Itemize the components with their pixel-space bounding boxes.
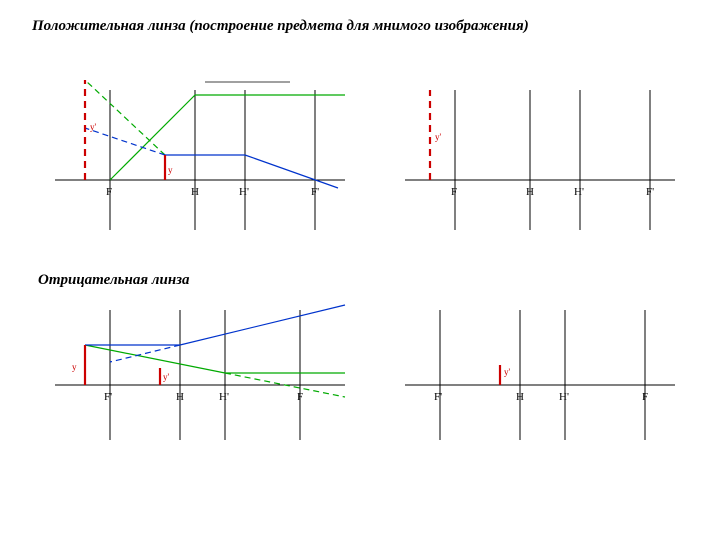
svg-text:y: y <box>168 165 173 175</box>
svg-text:H': H' <box>239 186 249 198</box>
svg-text:H': H' <box>219 391 229 403</box>
svg-text:H: H <box>526 186 534 198</box>
svg-text:F: F <box>106 186 112 198</box>
title-negative-lens: Отрицательная линза <box>38 272 190 289</box>
svg-text:F': F' <box>646 186 654 198</box>
diagram-positive-blank: F H H' F' y' <box>400 60 680 240</box>
svg-text:F: F <box>642 391 648 403</box>
svg-text:y': y' <box>435 132 442 142</box>
svg-text:y: y <box>72 362 77 372</box>
svg-text:F': F' <box>104 391 112 403</box>
svg-text:F': F' <box>311 186 319 198</box>
svg-text:H': H' <box>574 186 584 198</box>
svg-text:H: H <box>191 186 199 198</box>
svg-text:F: F <box>297 391 303 403</box>
svg-text:y': y' <box>504 367 511 377</box>
svg-text:F: F <box>451 186 457 198</box>
title-positive-lens: Положительная линза (построение предмета… <box>32 18 529 35</box>
svg-text:H': H' <box>559 391 569 403</box>
svg-text:H: H <box>516 391 524 403</box>
diagram-negative-full: F' H H' Fy y' <box>50 290 350 450</box>
svg-text:H: H <box>176 391 184 403</box>
diagram-negative-blank: F' H H' Fy' <box>400 290 680 450</box>
svg-text:y': y' <box>90 122 97 132</box>
svg-text:F': F' <box>434 391 442 403</box>
diagram-positive-full: F H H' F' y y' <box>50 60 350 240</box>
svg-text:y': y' <box>163 372 170 382</box>
